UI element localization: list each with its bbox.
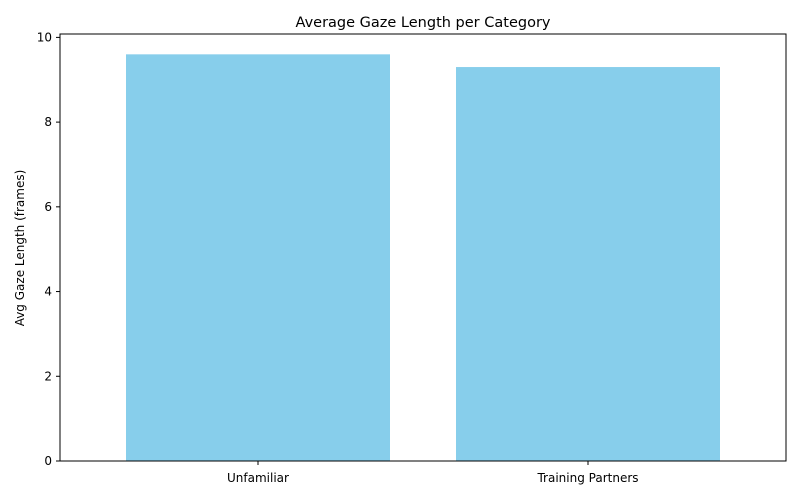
y-tick-label: 0 xyxy=(44,454,52,468)
x-axis-ticks: Unfamiliar Training Partners xyxy=(227,461,639,485)
y-tick-label: 4 xyxy=(44,285,52,299)
plot-area-frame xyxy=(59,33,787,462)
bars-group xyxy=(126,54,720,462)
chart-title: Average Gaze Length per Category xyxy=(296,15,551,31)
y-axis-ticks: 0 2 4 6 8 10 xyxy=(37,30,60,468)
bar-training-partners xyxy=(456,67,720,462)
y-tick-label: 2 xyxy=(44,369,52,383)
x-tick-label: Training Partners xyxy=(536,471,638,485)
y-tick-label: 6 xyxy=(44,200,52,214)
y-tick-label: 10 xyxy=(37,30,52,44)
x-tick-label: Unfamiliar xyxy=(227,471,289,485)
y-tick-label: 8 xyxy=(44,115,52,129)
y-axis-label: Avg Gaze Length (frames) xyxy=(13,170,27,327)
bar-unfamiliar xyxy=(126,54,390,461)
